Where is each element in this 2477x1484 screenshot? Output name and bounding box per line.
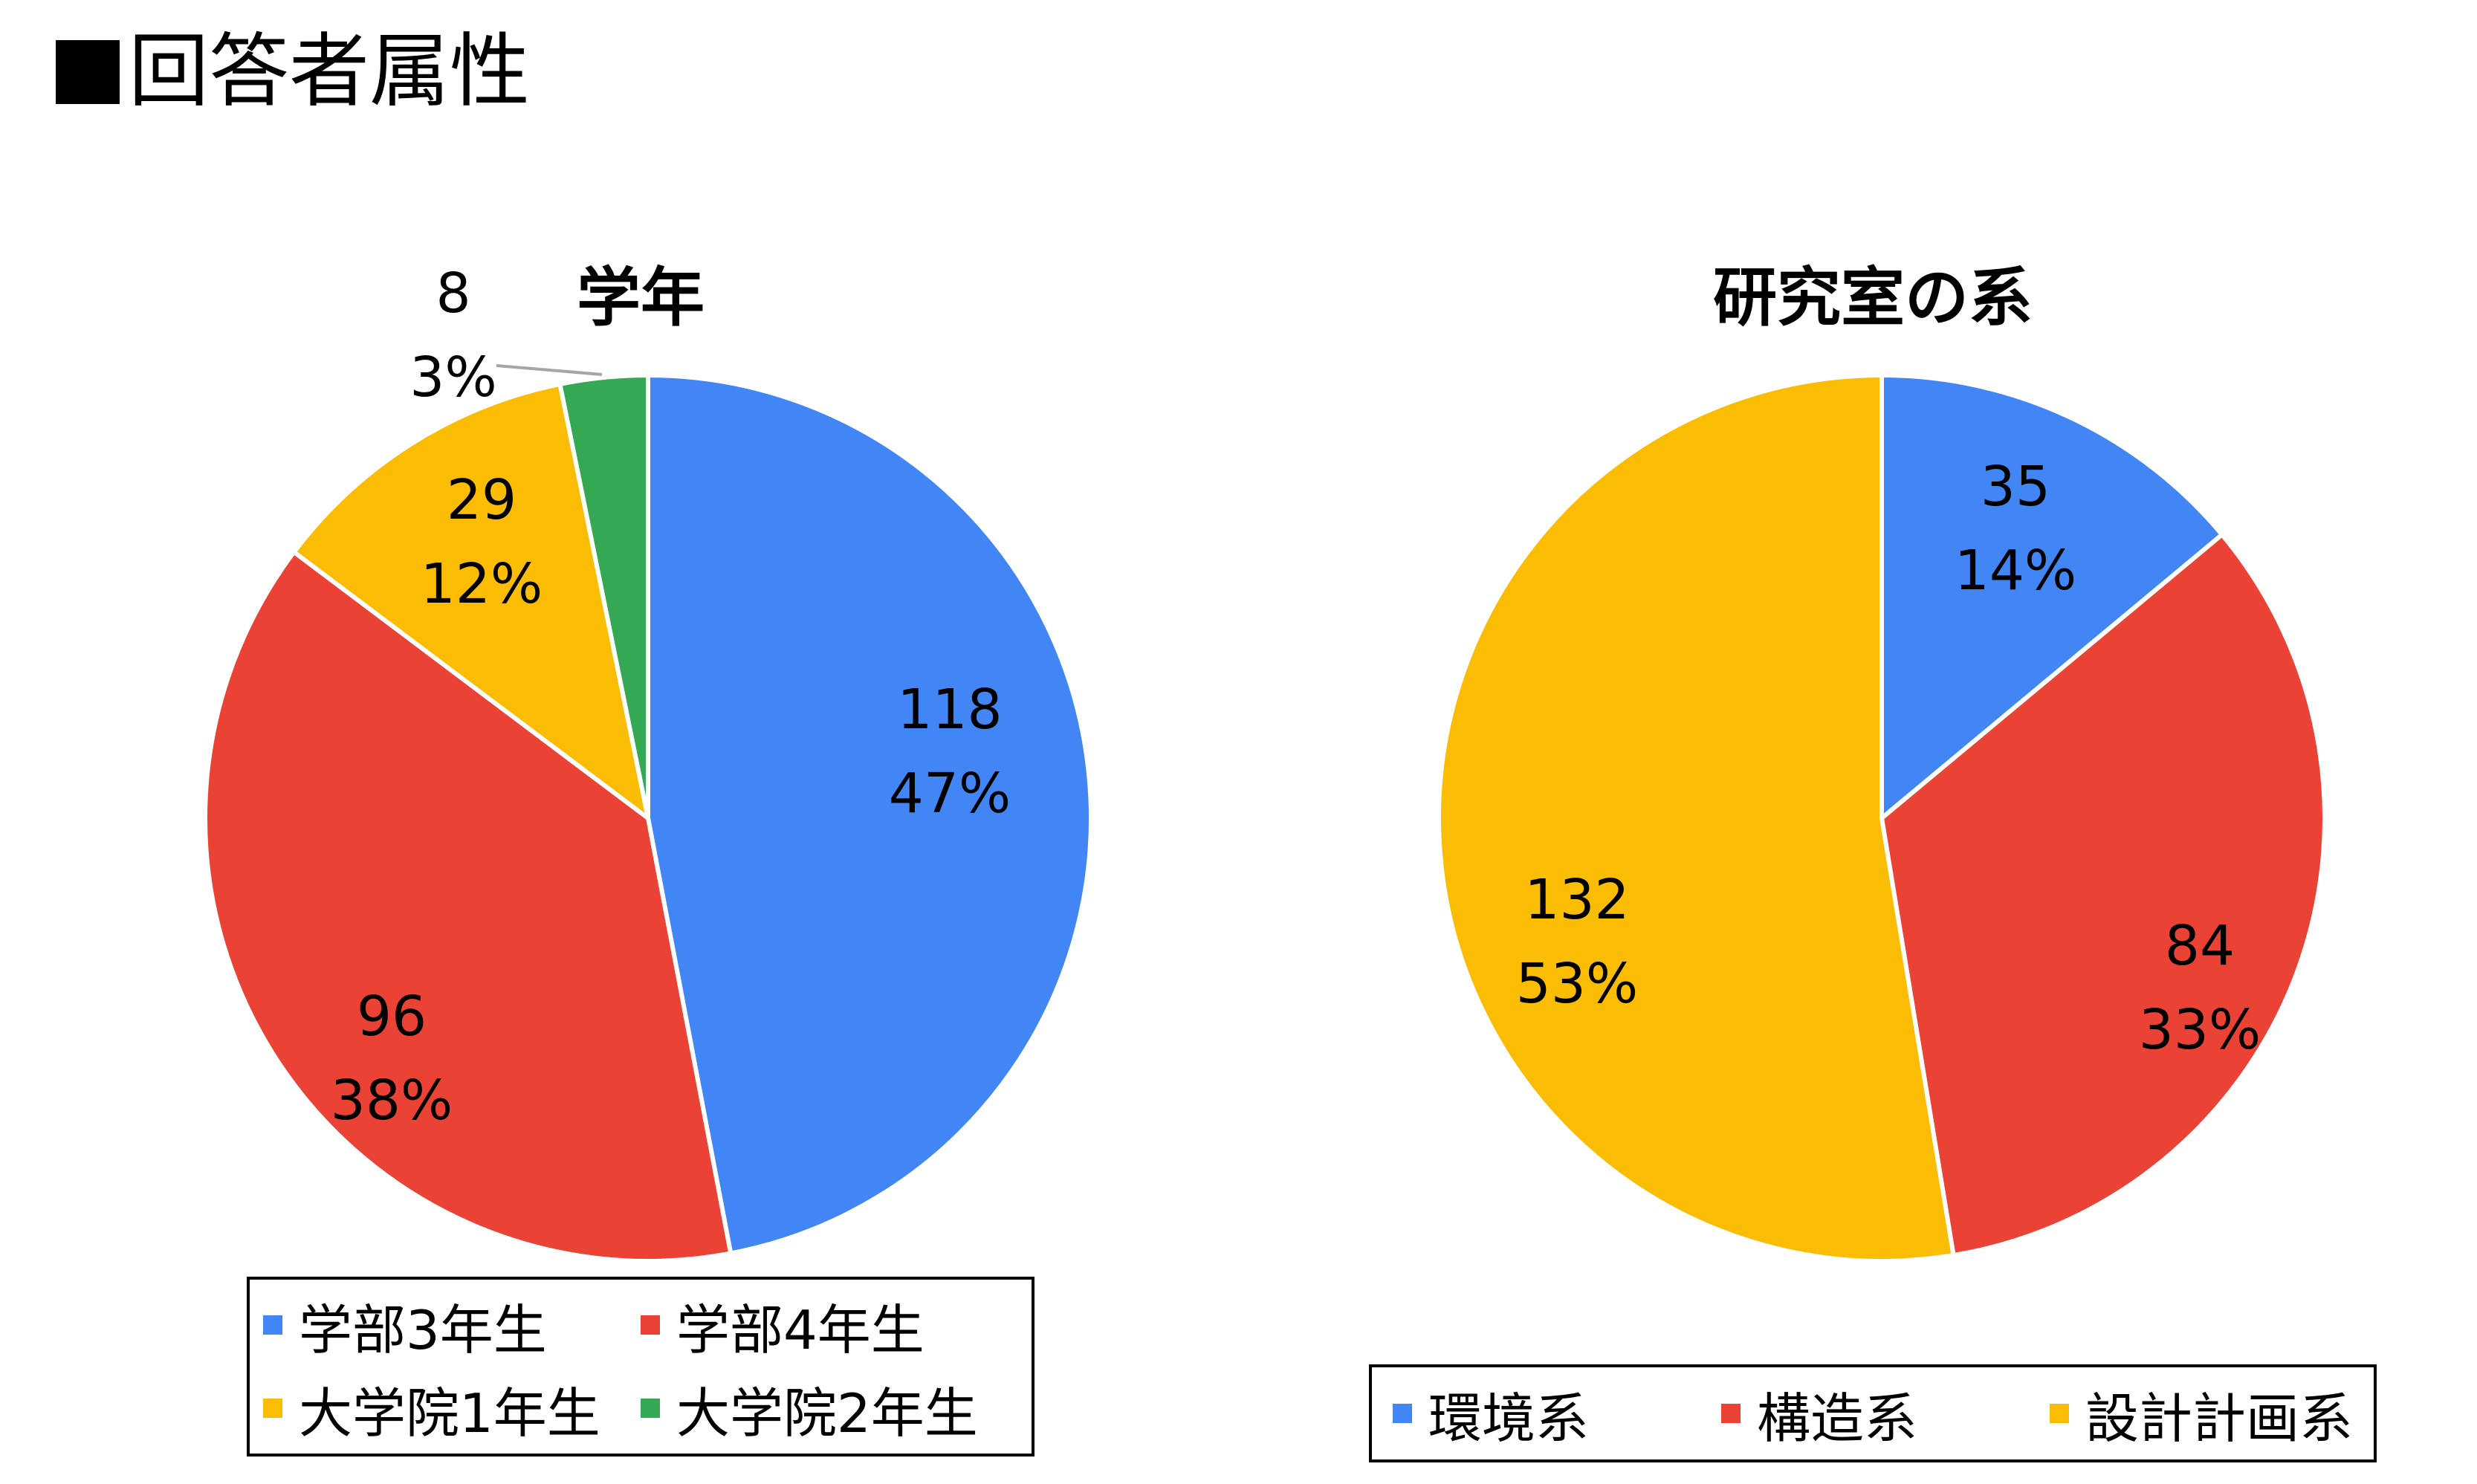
pie-slice-grade-4	[557, 373, 650, 820]
data-label-percent-lab-1: 14%	[1955, 539, 2076, 603]
data-label-percent-grade-1: 47%	[889, 762, 1011, 826]
page-title: 回答者属性	[129, 25, 531, 118]
pie-slice-grade-2	[202, 549, 734, 1263]
data-label-percent-grade-4: 3%	[409, 346, 496, 409]
legend-item-lab-2: 構造系	[1720, 1375, 1917, 1453]
legend-swatch-icon	[263, 1315, 282, 1335]
legend-swatch-icon	[641, 1315, 660, 1335]
legend-label: 設計計画系	[2085, 1387, 2353, 1450]
legend-label: 学部3年生	[299, 1298, 547, 1361]
data-label-percent-grade-2: 38%	[331, 1069, 453, 1133]
data-label-percent-lab-2: 33%	[2139, 998, 2261, 1062]
legend-label: 大学院2年生	[676, 1381, 978, 1445]
legend-item-grade-2: 学部4年生	[641, 1283, 1018, 1367]
legend-label: 学部4年生	[676, 1298, 925, 1361]
legend-label: 大学院1年生	[299, 1381, 600, 1445]
chart-title-lab: 研究室の系	[1713, 261, 2033, 335]
data-label-value-grade-3: 29	[447, 468, 517, 532]
data-label-value-lab-3: 132	[1524, 868, 1629, 932]
legend-label: 環境系	[1428, 1387, 1590, 1450]
pie-slice-grade-1	[646, 373, 1093, 1256]
leader-line-grade	[496, 364, 603, 376]
heading-square-icon	[56, 40, 120, 104]
legend-item-lab-3: 設計計画系	[2049, 1375, 2353, 1453]
legend-swatch-icon	[2049, 1404, 2069, 1423]
data-label-value-lab-2: 84	[2165, 914, 2235, 978]
legend-swatch-icon	[1393, 1404, 1412, 1423]
legend-swatch-icon	[641, 1399, 660, 1418]
data-label-percent-grade-3: 12%	[421, 552, 543, 616]
data-label-value-grade-4: 8	[436, 262, 470, 325]
pie-slice-lab-3	[1437, 373, 1956, 1263]
legend-swatch-icon	[1720, 1404, 1741, 1423]
pie-slice-grade-3	[291, 381, 650, 820]
data-label-value-grade-2: 96	[357, 985, 427, 1049]
chart-title-grade: 学年	[577, 261, 705, 335]
legend-item-grade-4: 大学院2年生	[641, 1367, 1018, 1450]
grade-chart-legend: 学部3年生 学部4年生大学院1年生 大学院2年生	[247, 1277, 1034, 1457]
data-label-value-lab-1: 35	[1981, 455, 2050, 519]
lab-chart-legend: 環境系 構造系 設計計画系	[1369, 1364, 2377, 1462]
legend-item-lab-1: 環境系	[1393, 1375, 1589, 1453]
legend-label: 構造系	[1756, 1387, 1917, 1450]
pie-slice-lab-2	[1879, 532, 2327, 1258]
page-heading: 回答者属性	[56, 16, 530, 128]
legend-item-grade-3: 大学院1年生	[263, 1367, 641, 1450]
data-label-percent-lab-3: 53%	[1516, 952, 1638, 1016]
legend-swatch-icon	[263, 1399, 282, 1418]
legend-item-grade-1: 学部3年生	[263, 1283, 641, 1367]
pie-slice-lab-1	[1879, 373, 2224, 820]
data-label-value-grade-1: 118	[897, 678, 1002, 742]
